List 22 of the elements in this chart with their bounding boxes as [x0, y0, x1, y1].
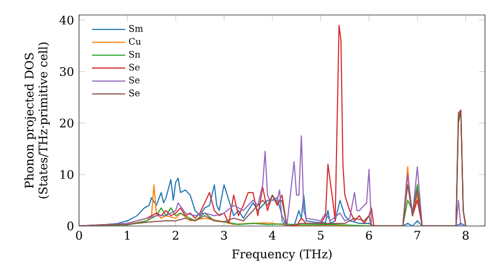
legend-label: Cu	[129, 38, 141, 45]
x-tick-label: 0	[76, 230, 82, 240]
x-tick-label: 3	[221, 230, 227, 240]
y-tick-label: 20	[60, 118, 74, 128]
legend-label: Se	[129, 76, 140, 84]
x-tick-label: 2	[172, 230, 178, 240]
legend-label: Sn	[129, 50, 140, 58]
y-tick-label: 0	[67, 222, 74, 230]
legend-label: Se	[129, 64, 140, 71]
x-tick-label: 6	[366, 230, 372, 240]
x-tick-label: 8	[462, 230, 469, 240]
y-tick-label: 30	[60, 67, 74, 76]
x-tick-label: 4	[268, 230, 276, 240]
y-tick-label: 40	[60, 16, 74, 25]
y-axis-title: Phonon projected DOS (States/THz·primitive cell)	[24, 42, 50, 198]
x-tick-label: 7	[414, 230, 420, 240]
x-axis-title: Frequency (THz)	[232, 249, 332, 261]
x-tick-label: 1	[125, 230, 130, 240]
legend-label: Se	[129, 90, 140, 96]
y-tick-label: 10	[60, 170, 74, 179]
legend-label: Sm	[129, 25, 143, 32]
x-tick-label: 5	[318, 230, 324, 240]
